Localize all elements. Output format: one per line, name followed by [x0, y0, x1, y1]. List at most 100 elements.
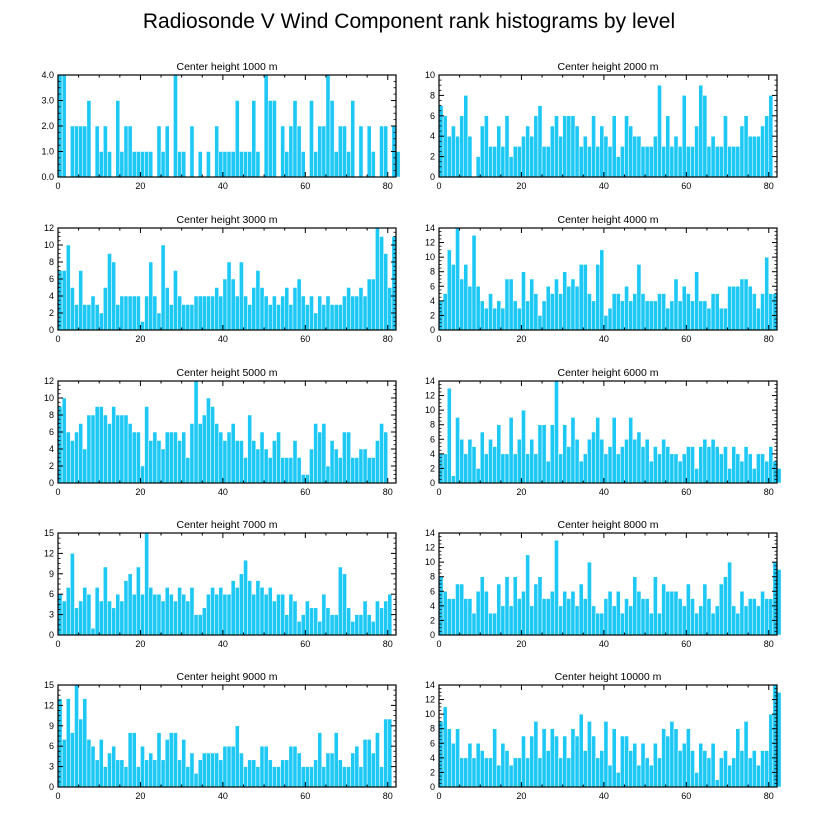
bar: [747, 453, 753, 484]
bar: [177, 759, 182, 788]
bar: [714, 446, 720, 484]
bar: [611, 605, 617, 636]
bar: [164, 431, 170, 484]
bar: [661, 146, 666, 178]
bar: [488, 439, 493, 484]
x-tick-label: 20: [135, 639, 145, 649]
y-tick-label: 2: [430, 152, 435, 162]
bar: [98, 739, 104, 788]
bar: [665, 735, 671, 788]
bar: [632, 576, 638, 636]
bar: [197, 295, 203, 331]
bar: [583, 598, 588, 636]
y-tick-label: 6: [430, 434, 435, 444]
bar: [735, 146, 741, 178]
bar: [94, 587, 100, 636]
x-tick-label: 40: [599, 334, 609, 344]
bar: [313, 607, 318, 636]
panel-title: Center height 2000 m: [558, 61, 659, 73]
y-tick-label: 12: [425, 543, 435, 553]
x-tick-label: 60: [681, 334, 691, 344]
bar: [455, 583, 460, 636]
bar: [94, 406, 100, 484]
x-tick-label: 40: [599, 791, 609, 801]
bar: [218, 295, 224, 331]
bar: [218, 151, 224, 178]
bar: [471, 612, 477, 636]
bar: [562, 591, 568, 636]
bar: [484, 307, 489, 331]
bar: [325, 465, 331, 484]
bar: [492, 146, 497, 178]
bar: [136, 566, 141, 636]
bar: [521, 135, 526, 178]
bar: [640, 146, 646, 178]
bar: [70, 125, 75, 178]
bar: [210, 406, 215, 484]
panel-10: Center height 10000 m 0 20 40 60 80 0 2 4 6 8 10 12 1…: [425, 671, 782, 801]
bar: [136, 431, 141, 484]
bar: [144, 759, 149, 788]
bar: [152, 431, 158, 484]
bar: [702, 95, 708, 178]
bar: [714, 146, 720, 178]
bar: [578, 146, 584, 178]
bar: [562, 424, 568, 484]
bar: [197, 151, 203, 178]
bar: [752, 135, 757, 178]
bar: [226, 151, 232, 178]
bar: [603, 453, 609, 484]
bar: [292, 600, 298, 636]
bar: [508, 605, 514, 636]
bar: [624, 115, 629, 178]
x-tick-label: 40: [218, 181, 228, 191]
bar: [234, 440, 240, 484]
y-tick-label: 10: [44, 240, 54, 250]
x-tick-label: 80: [383, 181, 393, 191]
y-tick-label: 6: [49, 589, 54, 599]
bar: [371, 151, 376, 178]
x-tick-label: 20: [516, 181, 526, 191]
bar: [496, 125, 502, 178]
bar: [541, 728, 547, 788]
bar: [587, 561, 592, 636]
bar: [305, 600, 310, 636]
bar: [86, 414, 92, 484]
bar: [272, 440, 277, 484]
bar: [492, 612, 497, 636]
bar: [255, 448, 261, 484]
bar: [475, 591, 481, 636]
bar: [210, 587, 215, 636]
bar: [98, 312, 104, 331]
bar: [284, 759, 290, 788]
bar: [488, 293, 493, 331]
bar: [226, 431, 232, 484]
bar: [599, 750, 605, 788]
bar: [578, 713, 584, 788]
bar: [735, 453, 741, 484]
bar: [119, 759, 125, 788]
bar: [263, 295, 269, 331]
bar: [648, 612, 654, 636]
bar: [533, 721, 539, 788]
y-tick-label: 6: [430, 586, 435, 596]
bar: [583, 750, 588, 788]
bar: [354, 745, 360, 788]
bar: [723, 307, 728, 331]
bar: [230, 423, 236, 484]
bar: [550, 591, 555, 636]
bar: [731, 757, 737, 788]
x-tick-label: 40: [599, 639, 609, 649]
bar: [379, 766, 384, 788]
x-tick-label: 40: [218, 791, 228, 801]
bar: [541, 300, 547, 331]
bar: [727, 146, 732, 178]
bar: [665, 591, 671, 636]
bar: [508, 764, 514, 788]
bar: [500, 307, 506, 331]
bar: [358, 614, 364, 636]
bar: [681, 453, 687, 484]
bar: [309, 295, 314, 331]
bar: [230, 278, 236, 331]
bar: [747, 135, 753, 178]
